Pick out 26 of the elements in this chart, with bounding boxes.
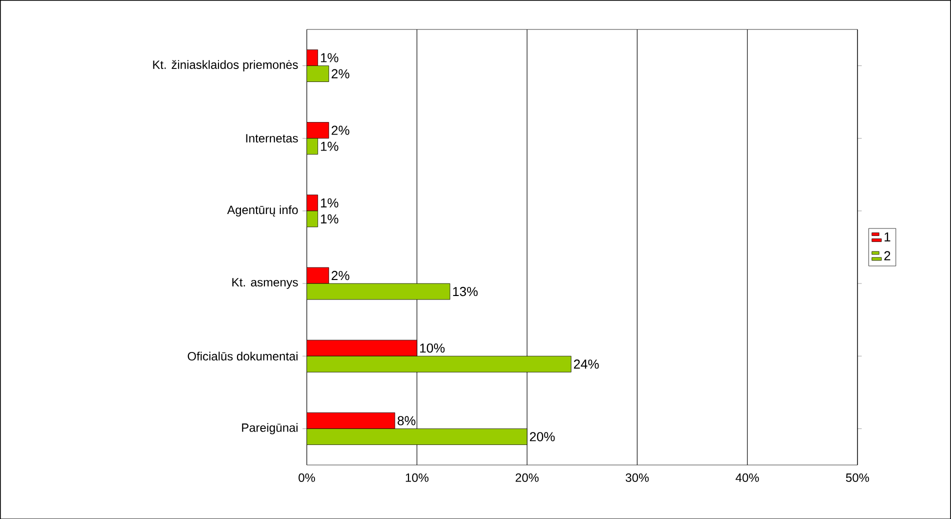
data-label: 10%: [420, 343, 445, 352]
data-label: 1%: [320, 198, 338, 208]
legend-label: 2: [884, 250, 890, 260]
x-tick-label: 30%: [626, 473, 649, 482]
x-tick-label: 10%: [406, 473, 428, 482]
y-tick-label: Kt. žiniasklaidos priemonės: [153, 60, 298, 72]
data-label: 20%: [530, 432, 555, 442]
x-tick-label: 40%: [736, 473, 759, 482]
y-tick-label: Pareigūnai: [242, 422, 298, 434]
y-tick-label: Internetas: [246, 134, 298, 142]
data-label: 24%: [574, 359, 599, 368]
data-label: 2%: [332, 68, 350, 78]
data-label: 1%: [320, 142, 338, 151]
x-tick-label: 0%: [298, 473, 316, 482]
y-tick-label: Kt. asmenys: [232, 278, 298, 289]
data-label: 13%: [453, 286, 478, 296]
data-label: 1%: [320, 214, 338, 224]
x-tick-label: 50%: [846, 473, 870, 482]
y-tick-label: Agentūrų info: [227, 205, 298, 216]
data-label: 1%: [320, 52, 338, 62]
y-tick-label: Oficialūs dokumentai: [188, 351, 298, 360]
x-tick-label: 20%: [516, 473, 539, 482]
legend-label: 1: [884, 232, 890, 242]
data-label: 2%: [332, 126, 350, 135]
data-label: 8%: [398, 416, 416, 426]
data-label: 2%: [332, 270, 350, 280]
